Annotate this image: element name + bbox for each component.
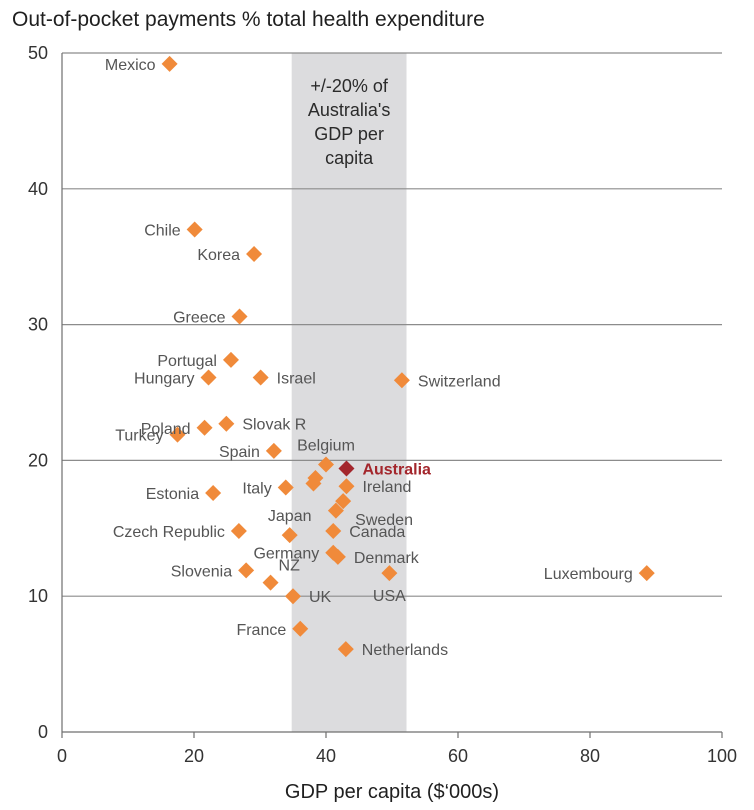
data-point-usa — [381, 565, 398, 582]
data-point-italy — [277, 479, 294, 496]
x-axis-title: GDP per capita ($‘000s) — [285, 781, 499, 803]
point-label-slovak-r: Slovak R — [242, 417, 306, 434]
data-point-czech-republic — [230, 523, 247, 540]
y-tick-label: 0 — [38, 722, 48, 742]
band-label-line: capita — [325, 148, 374, 168]
point-label-italy: Italy — [242, 481, 271, 498]
x-tick-label: 80 — [580, 746, 600, 766]
data-point-uk — [285, 588, 301, 605]
data-point-nz — [262, 574, 279, 591]
data-point-luxembourg — [638, 565, 655, 582]
axes: 0 10 20 30 40 50 0 20 40 60 80 100 — [28, 43, 737, 766]
chart-title: Out-of-pocket payments % total health ex… — [12, 8, 485, 31]
data-points — [161, 55, 655, 658]
data-point-poland — [196, 419, 213, 436]
point-label-korea: Korea — [197, 247, 240, 264]
data-point-mexico — [161, 55, 178, 72]
gdp-band — [291, 53, 407, 732]
data-point-belgium — [318, 456, 334, 473]
point-label-usa: USA — [373, 588, 406, 605]
point-label-greece: Greece — [173, 309, 226, 326]
point-label-portugal: Portugal — [157, 353, 217, 370]
y-tick-label: 30 — [28, 315, 48, 335]
band-label-line: GDP per — [314, 124, 384, 144]
x-tick-label: 0 — [57, 746, 67, 766]
x-tick-label: 100 — [707, 746, 737, 766]
point-label-sweden: Sweden — [355, 512, 413, 529]
data-point-greece — [231, 308, 248, 325]
point-label-czech-republic: Czech Republic — [113, 524, 225, 541]
point-label-switzerland: Switzerland — [418, 373, 501, 390]
data-point-france — [292, 620, 309, 637]
point-label-japan: Japan — [268, 508, 312, 525]
data-point-australia — [338, 460, 355, 477]
y-tick-label: 40 — [28, 179, 48, 199]
data-point-slovak-r — [218, 415, 235, 432]
x-tick-label: 20 — [184, 746, 204, 766]
x-tick-label: 40 — [316, 746, 336, 766]
data-point-korea — [246, 245, 263, 262]
point-label-ireland: Ireland — [362, 479, 411, 496]
y-tick-label: 50 — [28, 43, 48, 63]
band-label: +/-20% of Australia's GDP per capita — [308, 76, 390, 168]
point-label-slovenia: Slovenia — [171, 563, 232, 580]
data-point-denmark — [329, 548, 346, 565]
data-point-spain — [265, 442, 282, 459]
point-label-belgium: Belgium — [297, 437, 355, 454]
point-label-luxembourg: Luxembourg — [544, 566, 633, 583]
data-point-sweden — [335, 493, 352, 510]
band-label-line: +/-20% of — [310, 76, 389, 96]
point-label-hungary: Hungary — [134, 371, 194, 388]
data-point-ireland — [338, 478, 355, 495]
point-label-spain: Spain — [219, 444, 260, 461]
data-point-portugal — [222, 351, 239, 368]
band-label-line: Australia's — [308, 100, 390, 120]
data-point-japan — [281, 527, 298, 544]
data-point-estonia — [205, 484, 222, 501]
point-label-netherlands: Netherlands — [362, 642, 448, 659]
point-label-france: France — [236, 622, 286, 639]
point-label-poland: Poland — [141, 421, 191, 438]
point-label-turkey: Turkey — [115, 428, 163, 445]
point-label-estonia: Estonia — [146, 486, 199, 503]
point-label-chile: Chile — [144, 223, 181, 240]
data-point — [307, 470, 324, 487]
data-point — [327, 502, 344, 519]
data-point-turkey — [169, 426, 186, 443]
data-point-netherlands — [337, 641, 354, 658]
gridlines — [62, 52, 722, 597]
data-point-hungary — [200, 369, 217, 386]
point-label-canada: Canada — [349, 524, 405, 541]
data-point-chile — [186, 221, 203, 238]
y-tick-label: 20 — [28, 450, 48, 470]
point-label-uk: UK — [309, 589, 332, 606]
point-label-israel: Israel — [277, 371, 316, 388]
data-point-israel — [252, 369, 269, 386]
point-label-australia: Australia — [362, 462, 431, 479]
point-label-mexico: Mexico — [105, 57, 156, 74]
data-point-canada — [325, 523, 342, 540]
data-point-switzerland — [393, 372, 410, 389]
point-label-germany: Germany — [253, 546, 319, 563]
point-label-nz: NZ — [279, 558, 301, 575]
point-label-denmark: Denmark — [354, 550, 420, 567]
x-tick-label: 60 — [448, 746, 468, 766]
y-tick-label: 10 — [28, 586, 48, 606]
data-point-slovenia — [238, 562, 255, 579]
